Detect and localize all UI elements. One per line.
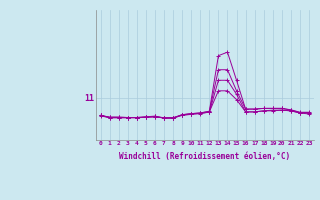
X-axis label: Windchill (Refroidissement éolien,°C): Windchill (Refroidissement éolien,°C)	[119, 152, 290, 161]
